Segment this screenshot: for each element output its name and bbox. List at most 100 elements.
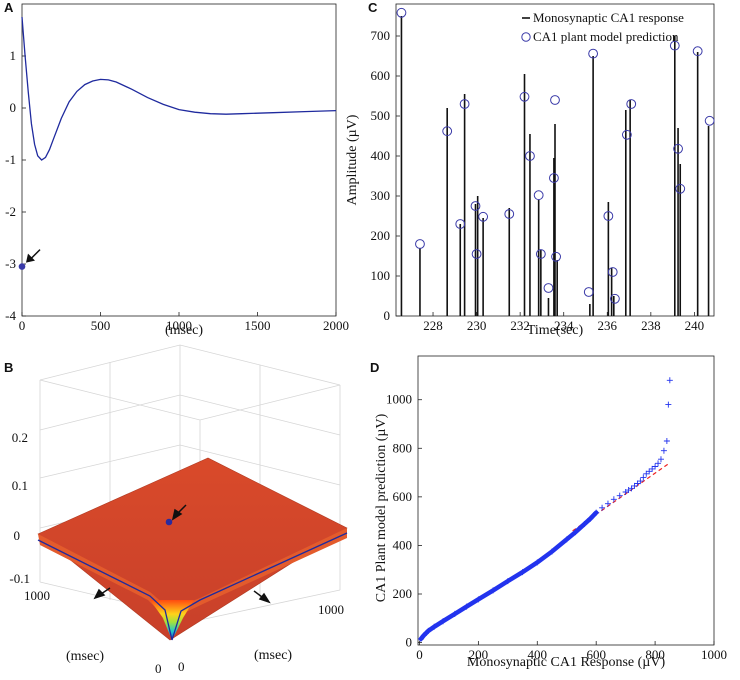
panel-c-x-label: Time(sec) xyxy=(527,323,584,338)
panel-d: D 0 200 400 600 800 1000 0 200 400 600 800 1000 Mo… xyxy=(370,355,727,670)
prediction-marker xyxy=(533,190,544,201)
prediction-marker xyxy=(442,126,453,137)
y-tick-label: 300 xyxy=(371,188,391,203)
panel-a: A -4 -3 -2 -1 0 1 0 500 1000 1500 2000 (msec) xyxy=(4,0,349,338)
panel-a-label: A xyxy=(4,0,14,15)
panel-b: B xyxy=(4,344,348,676)
x-tick-label: 2000 xyxy=(323,318,349,333)
prediction-marker xyxy=(519,91,530,102)
legend-entry-response: Monosynaptic CA1 response xyxy=(533,10,684,25)
x-tick-label: 1000 xyxy=(701,647,727,662)
x-tick-label: 230 xyxy=(467,318,487,333)
scatter-point xyxy=(640,474,647,481)
panel-c-label: C xyxy=(368,0,378,15)
prediction-marker xyxy=(504,209,515,219)
panel-b-arrow-icon xyxy=(171,504,187,521)
panel-b-edge-line-right xyxy=(171,532,348,641)
scatter-point xyxy=(660,447,667,454)
prediction-marker xyxy=(669,40,680,51)
panel-b-label: B xyxy=(4,360,13,375)
panel-d-x-ticks: 0 200 400 600 800 1000 xyxy=(416,641,727,662)
scatter-point xyxy=(519,569,526,576)
scatter-point xyxy=(549,548,556,555)
x-tick-label: 238 xyxy=(641,318,661,333)
panel-a-kernel-line xyxy=(21,16,337,161)
panel-c-x-ticks: 228 230 232 234 236 238 240 xyxy=(423,312,704,333)
panel-d-dense-points xyxy=(418,510,599,642)
scatter-point xyxy=(610,496,617,503)
y-tick-label: 600 xyxy=(371,68,391,83)
panel-d-y-ticks: 0 200 400 600 800 1000 xyxy=(386,392,422,650)
scatter-point xyxy=(587,515,594,522)
prediction-marker xyxy=(609,293,620,304)
prediction-marker xyxy=(673,143,683,154)
scatter-point xyxy=(431,623,438,630)
y-tick-label: 0 xyxy=(384,308,391,323)
prediction-marker xyxy=(455,219,466,229)
scatter-point xyxy=(563,536,570,543)
x-tick-label: 400 xyxy=(528,647,548,662)
y-tick-label: 100 xyxy=(371,268,391,283)
scatter-point xyxy=(420,632,427,639)
scatter-point xyxy=(616,492,623,499)
y-tick-label: 200 xyxy=(371,228,391,243)
panel-b-edge-line-left xyxy=(37,539,173,641)
x-tick-label: 236 xyxy=(598,318,618,333)
prediction-marker xyxy=(551,251,561,262)
x-tick-label: 800 xyxy=(645,647,665,662)
panel-a-marked-point xyxy=(18,263,26,270)
panel-b-surface-edge-left xyxy=(38,534,172,640)
scatter-point xyxy=(425,627,432,634)
scatter-point xyxy=(666,377,673,384)
prediction-marker xyxy=(525,151,535,161)
panel-c: C 0 100 200 300 400 500 600 700 228 230 232 234 236… xyxy=(345,0,715,338)
scatter-point xyxy=(637,478,644,485)
prediction-marker xyxy=(535,249,546,259)
prediction-marker xyxy=(470,201,481,211)
x-tick-label: 234 xyxy=(554,318,574,333)
panel-d-y-label: CA1 Plant model prediction (µV) xyxy=(374,413,389,602)
y-tick-label: 0 xyxy=(10,100,17,115)
y-tick-label: 400 xyxy=(393,537,413,552)
scatter-point xyxy=(652,463,659,470)
prediction-marker xyxy=(396,7,407,18)
panel-b-x-tick: 0 xyxy=(155,661,162,676)
prediction-marker xyxy=(607,267,618,277)
panel-d-label: D xyxy=(370,360,379,375)
prediction-marker xyxy=(621,129,632,140)
scatter-point xyxy=(593,509,600,516)
scatter-point xyxy=(655,460,662,467)
panel-b-arrow-left-icon xyxy=(93,587,111,600)
x-tick-label: 200 xyxy=(469,647,489,662)
scatter-point xyxy=(440,618,447,625)
scatter-point xyxy=(604,500,611,507)
y-tick-label: -2 xyxy=(5,204,16,219)
y-tick-label: 700 xyxy=(371,28,391,43)
scatter-point xyxy=(475,596,482,603)
prediction-marker xyxy=(550,95,560,105)
scatter-point xyxy=(663,438,670,444)
x-tick-label: 240 xyxy=(685,318,705,333)
panel-b-z-tick: -0.1 xyxy=(9,571,30,586)
panel-b-arrow-right-icon xyxy=(253,590,271,604)
panel-a-arrow-icon xyxy=(26,249,41,263)
scatter-point xyxy=(451,610,458,617)
panel-d-x-label: Monosynaptic CA1 Response (µV) xyxy=(467,655,666,670)
panel-b-z-tick: 0.1 xyxy=(12,478,28,493)
x-tick-label: 1500 xyxy=(245,318,271,333)
y-tick-label: 400 xyxy=(371,148,391,163)
y-tick-label: 600 xyxy=(393,489,413,504)
panel-b-x-label: (msec) xyxy=(66,649,104,664)
x-tick-label: 232 xyxy=(510,318,530,333)
y-tick-label: -1 xyxy=(5,152,16,167)
scatter-point xyxy=(463,603,470,610)
prediction-marker xyxy=(543,283,554,293)
scatter-point xyxy=(490,587,497,594)
prediction-marker xyxy=(471,249,482,259)
x-tick-label: 600 xyxy=(586,647,606,662)
x-tick-label: 0 xyxy=(19,318,26,333)
y-tick-label: -3 xyxy=(5,256,16,271)
scatter-point xyxy=(417,635,424,642)
prediction-marker xyxy=(603,211,614,221)
